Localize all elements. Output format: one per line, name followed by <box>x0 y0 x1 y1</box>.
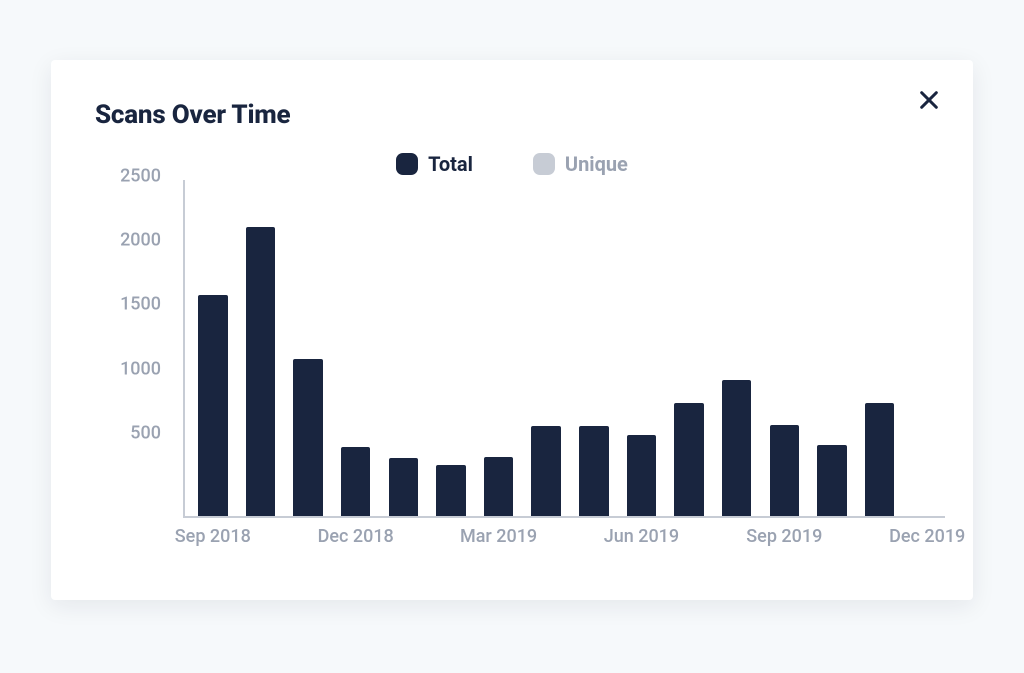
x-tick-label: Mar 2019 <box>460 526 537 547</box>
y-tick-label: 1000 <box>120 358 161 379</box>
bar <box>722 380 752 516</box>
bar <box>579 426 609 516</box>
bar <box>436 465 466 516</box>
bar <box>293 359 323 516</box>
plot-area <box>183 184 945 518</box>
legend-item-unique[interactable]: Unique <box>533 152 628 176</box>
legend-swatch-unique <box>533 153 555 175</box>
legend-label-unique: Unique <box>565 152 628 176</box>
x-axis-labels: Sep 2018Dec 2018Mar 2019Jun 2019Sep 2019… <box>183 518 945 554</box>
chart-legend: Total Unique <box>95 152 929 176</box>
bar <box>674 403 704 516</box>
legend-item-total[interactable]: Total <box>396 152 473 176</box>
card-title: Scans Over Time <box>95 100 929 130</box>
close-icon <box>918 89 940 111</box>
bar <box>817 445 847 516</box>
x-tick-label: Sep 2019 <box>746 526 822 547</box>
bar <box>484 457 514 516</box>
close-button[interactable] <box>915 86 943 114</box>
bar <box>865 403 895 516</box>
x-tick-label: Dec 2018 <box>318 526 394 547</box>
bar <box>246 227 276 516</box>
chart: 5001000150020002500 Sep 2018Dec 2018Mar … <box>125 184 945 554</box>
chart-card: Scans Over Time Total Unique 500 1000 1500… <box>51 60 973 600</box>
x-tick-label: Jun 2019 <box>604 526 679 547</box>
x-tick-label: Sep 2018 <box>175 526 251 547</box>
bar <box>198 295 228 516</box>
bar <box>341 447 371 516</box>
bar <box>627 435 657 516</box>
bars-layer <box>183 184 945 516</box>
bar <box>389 458 419 516</box>
x-tick-label: Dec 2019 <box>889 526 965 547</box>
legend-label-total: Total <box>428 152 473 176</box>
y-axis-labels: 5001000150020002500 <box>115 184 175 518</box>
y-tick-label: 2500 <box>120 165 161 186</box>
y-tick-label: 500 <box>130 422 161 443</box>
y-tick-label: 1500 <box>120 294 161 315</box>
y-tick-label: 2000 <box>120 230 161 251</box>
bar <box>531 426 561 516</box>
bar <box>770 425 800 516</box>
legend-swatch-total <box>396 153 418 175</box>
